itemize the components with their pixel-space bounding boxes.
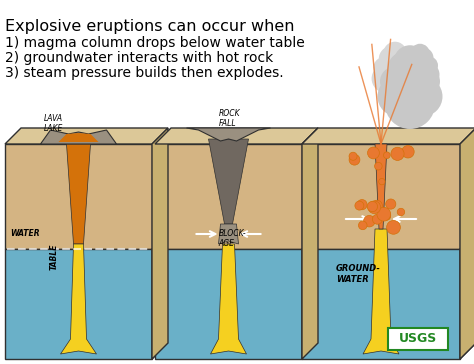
Text: 3) steam pressure builds then explodes.: 3) steam pressure builds then explodes. (5, 66, 283, 80)
Circle shape (372, 64, 401, 93)
Circle shape (379, 178, 385, 185)
Circle shape (373, 214, 383, 224)
Circle shape (389, 58, 431, 100)
Circle shape (379, 46, 404, 71)
Circle shape (374, 162, 382, 170)
Circle shape (349, 152, 357, 160)
Text: USGS: USGS (399, 332, 437, 345)
Circle shape (388, 51, 422, 87)
Polygon shape (61, 244, 97, 354)
Text: GROUND-
WATER: GROUND- WATER (336, 264, 381, 284)
Circle shape (380, 67, 410, 96)
Circle shape (349, 154, 360, 165)
Circle shape (394, 45, 426, 78)
Circle shape (383, 152, 390, 159)
Circle shape (372, 200, 383, 211)
Circle shape (377, 66, 413, 102)
Circle shape (391, 147, 404, 161)
Polygon shape (209, 139, 248, 224)
Circle shape (384, 212, 391, 219)
Circle shape (407, 47, 428, 68)
Text: 1) magma column drops below water table: 1) magma column drops below water table (5, 36, 305, 50)
Circle shape (377, 76, 418, 116)
Circle shape (355, 201, 364, 210)
Circle shape (410, 44, 430, 63)
Circle shape (383, 213, 391, 220)
Polygon shape (5, 144, 152, 249)
Circle shape (383, 42, 407, 65)
Circle shape (405, 58, 426, 79)
Circle shape (387, 221, 401, 234)
Circle shape (405, 64, 435, 94)
Polygon shape (155, 144, 302, 249)
Circle shape (377, 59, 402, 84)
Polygon shape (302, 249, 460, 359)
Circle shape (357, 199, 367, 210)
Circle shape (401, 63, 425, 87)
Circle shape (402, 76, 443, 116)
Circle shape (358, 221, 367, 230)
Circle shape (412, 47, 434, 68)
Polygon shape (460, 233, 474, 359)
Text: 2) groundwater interacts with hot rock: 2) groundwater interacts with hot rock (5, 51, 273, 65)
Polygon shape (152, 128, 168, 359)
Circle shape (414, 58, 435, 79)
Polygon shape (302, 144, 460, 249)
Circle shape (390, 64, 419, 93)
Polygon shape (219, 224, 238, 244)
Text: TABLE: TABLE (50, 244, 59, 270)
Circle shape (380, 51, 410, 81)
Circle shape (395, 57, 417, 79)
Circle shape (401, 146, 414, 158)
Polygon shape (460, 128, 474, 359)
Circle shape (385, 79, 435, 129)
Text: ROCK
FALL: ROCK FALL (219, 109, 240, 128)
Polygon shape (302, 128, 318, 359)
Circle shape (416, 63, 439, 87)
Circle shape (367, 201, 378, 212)
Polygon shape (5, 249, 152, 359)
Circle shape (397, 208, 405, 216)
Polygon shape (66, 144, 91, 244)
Text: LAVA
LAKE: LAVA LAKE (44, 114, 63, 133)
Polygon shape (152, 233, 168, 359)
Circle shape (385, 69, 420, 104)
Polygon shape (40, 130, 117, 144)
Text: Explosive eruptions can occur when: Explosive eruptions can occur when (5, 19, 294, 34)
Polygon shape (363, 229, 399, 354)
Circle shape (402, 56, 420, 75)
Text: BLOCK-
AGE: BLOCK- AGE (219, 229, 246, 248)
Circle shape (407, 51, 433, 77)
Polygon shape (302, 233, 318, 359)
Circle shape (386, 199, 396, 209)
Text: WATER: WATER (10, 229, 40, 238)
Circle shape (420, 56, 438, 75)
Circle shape (398, 51, 432, 87)
Circle shape (400, 69, 435, 104)
Polygon shape (58, 133, 99, 142)
Circle shape (374, 57, 395, 79)
Polygon shape (186, 128, 271, 141)
Bar (388, 328, 448, 350)
Circle shape (367, 147, 379, 159)
Circle shape (386, 46, 411, 71)
Polygon shape (155, 128, 318, 144)
Polygon shape (155, 249, 302, 359)
Circle shape (388, 59, 413, 84)
Circle shape (368, 201, 381, 214)
Polygon shape (210, 244, 246, 354)
Polygon shape (302, 128, 474, 144)
Circle shape (377, 207, 391, 221)
Circle shape (364, 215, 375, 227)
Polygon shape (5, 128, 168, 144)
Circle shape (410, 67, 440, 96)
Polygon shape (375, 144, 387, 229)
